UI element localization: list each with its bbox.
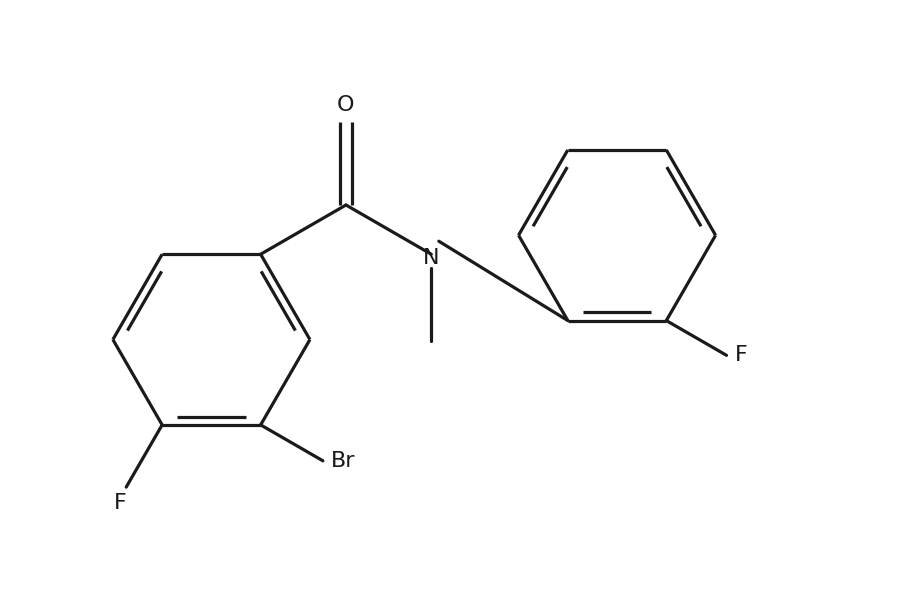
- Text: F: F: [114, 493, 127, 513]
- Text: O: O: [338, 94, 355, 115]
- Text: Br: Br: [331, 451, 356, 471]
- Text: F: F: [735, 345, 747, 365]
- Text: N: N: [423, 248, 439, 268]
